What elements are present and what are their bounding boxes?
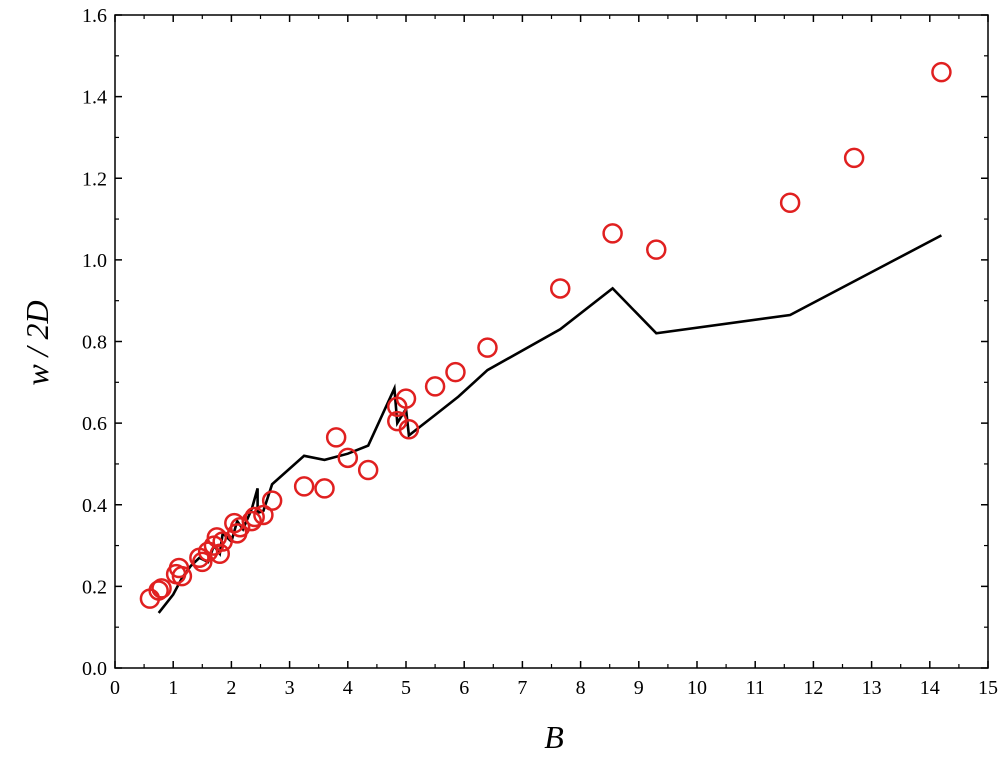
x-tick-label: 5 bbox=[401, 677, 411, 699]
data-point bbox=[602, 223, 623, 244]
data-point bbox=[337, 447, 359, 469]
data-point bbox=[151, 578, 172, 599]
x-tick-label: 6 bbox=[459, 677, 469, 699]
y-tick-label: 1.2 bbox=[82, 168, 107, 190]
data-point bbox=[293, 476, 315, 497]
data-point bbox=[931, 61, 952, 83]
data-point bbox=[229, 516, 251, 538]
plot-border bbox=[114, 14, 989, 669]
data-point bbox=[445, 361, 466, 383]
x-tick-label: 11 bbox=[746, 677, 765, 699]
x-tick-label: 15 bbox=[978, 677, 998, 699]
x-tick-label: 13 bbox=[862, 677, 882, 699]
y-tick-label: 0.0 bbox=[82, 658, 107, 680]
y-axis-label: w / 2D bbox=[19, 300, 55, 385]
x-tick-label: 14 bbox=[920, 677, 940, 699]
axis-labels: B w / 2D bbox=[19, 300, 564, 755]
data-point bbox=[244, 506, 265, 528]
data-point bbox=[395, 388, 417, 409]
x-tick-label: 12 bbox=[803, 677, 823, 699]
data-point bbox=[424, 376, 446, 397]
data-point bbox=[843, 147, 865, 169]
data-point bbox=[357, 459, 379, 481]
x-tick-label: 1 bbox=[168, 677, 178, 699]
x-tick-label: 9 bbox=[634, 677, 644, 699]
series-points-layer bbox=[139, 61, 952, 609]
axis-ticks: 0 1 2 3 4 5 6 7 8 9 10 11 12 13 14 150.00.20.40.60.81.0… bbox=[82, 5, 998, 699]
data-point bbox=[398, 418, 420, 440]
x-tick-label: 8 bbox=[576, 677, 586, 699]
x-tick-label: 10 bbox=[687, 677, 707, 699]
y-tick-label: 1.4 bbox=[82, 87, 107, 109]
x-axis-label: B bbox=[544, 719, 564, 755]
data-point bbox=[314, 478, 335, 499]
series-line bbox=[157, 234, 943, 614]
x-tick-label: 3 bbox=[285, 677, 295, 699]
y-tick-label: 1.0 bbox=[82, 250, 107, 272]
y-tick-label: 0.6 bbox=[82, 413, 107, 435]
data-point bbox=[646, 239, 667, 260]
data-point bbox=[779, 192, 801, 213]
y-tick-label: 1.6 bbox=[82, 5, 107, 27]
series-line-layer bbox=[157, 234, 943, 614]
data-point bbox=[477, 337, 498, 358]
data-point bbox=[148, 580, 169, 601]
data-point bbox=[192, 551, 213, 573]
x-tick-label: 2 bbox=[226, 677, 236, 699]
data-point bbox=[261, 490, 283, 511]
data-point bbox=[171, 565, 193, 587]
y-tick-label: 0.8 bbox=[82, 332, 107, 354]
data-point bbox=[549, 278, 571, 299]
x-tick-label: 4 bbox=[343, 677, 353, 699]
x-tick-label: 7 bbox=[517, 677, 527, 699]
y-tick-label: 0.4 bbox=[82, 495, 107, 517]
x-tick-label: 0 bbox=[110, 677, 120, 699]
data-point bbox=[241, 510, 263, 532]
data-point bbox=[325, 427, 347, 448]
plot-frame bbox=[114, 14, 989, 669]
data-point bbox=[209, 543, 231, 564]
y-tick-label: 0.2 bbox=[82, 576, 107, 598]
